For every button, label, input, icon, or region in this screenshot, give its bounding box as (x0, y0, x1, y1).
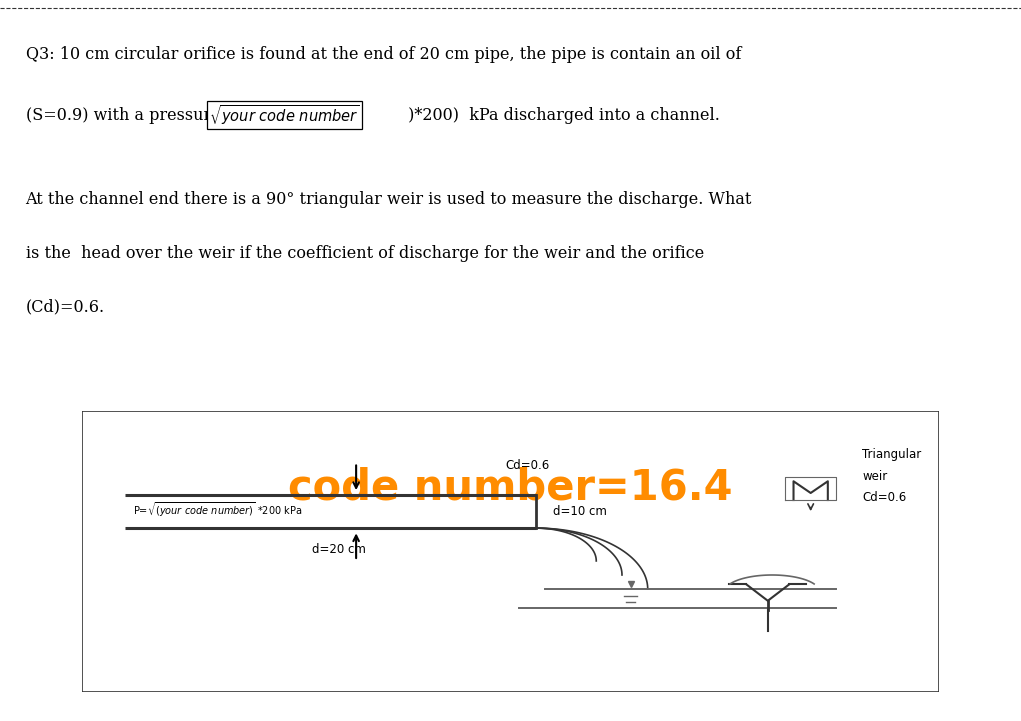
Text: $\sqrt{\mathit{your\ code\ number}}$: $\sqrt{\mathit{your\ code\ number}}$ (209, 103, 360, 127)
Text: is the  head over the weir if the coefficient of discharge for the weir and the : is the head over the weir if the coeffic… (26, 244, 703, 262)
Text: )*200)  kPa discharged into a channel.: )*200) kPa discharged into a channel. (403, 107, 720, 124)
Text: Triangular: Triangular (862, 448, 921, 461)
Text: (S=0.9) with a pressure of  ((: (S=0.9) with a pressure of (( (26, 107, 263, 124)
Text: Cd=0.6: Cd=0.6 (505, 459, 549, 472)
Text: At the channel end there is a 90° triangular weir is used to measure the dischar: At the channel end there is a 90° triang… (26, 191, 751, 208)
Text: (Cd)=0.6.: (Cd)=0.6. (26, 298, 104, 315)
Text: weir: weir (862, 469, 887, 482)
Text: Q3: 10 cm circular orifice is found at the end of 20 cm pipe, the pipe is contai: Q3: 10 cm circular orifice is found at t… (26, 46, 741, 63)
Text: code number=16.4: code number=16.4 (288, 466, 733, 508)
Text: d=10 cm: d=10 cm (553, 505, 607, 518)
Text: d=20 cm: d=20 cm (312, 543, 366, 556)
Text: P=$\sqrt{\mathit{(your\ code\ number)}}$ *200 kPa: P=$\sqrt{\mathit{(your\ code\ number)}}$… (133, 500, 302, 518)
Text: Cd=0.6: Cd=0.6 (862, 490, 907, 504)
